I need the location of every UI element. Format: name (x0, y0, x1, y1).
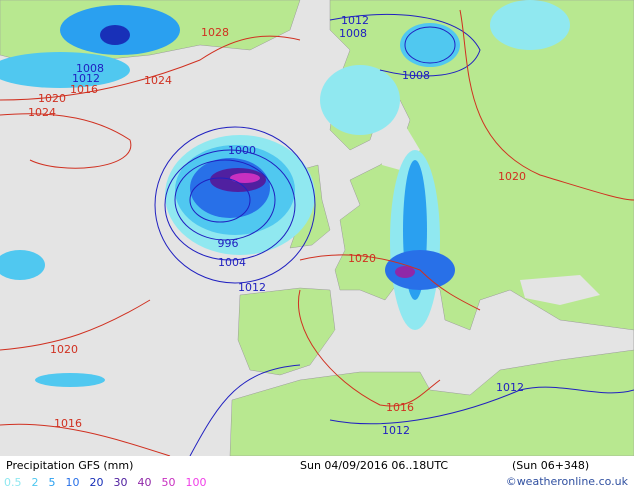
isobar-label: 1012 (496, 381, 524, 394)
isobar-label: 1016 (54, 417, 82, 430)
legend-value: 50 (162, 476, 176, 489)
isobar-label: 1024 (28, 106, 56, 119)
isobar-label: 1012 (382, 424, 410, 437)
isobar-label: 1028 (201, 26, 229, 39)
isobar-label: 1020 (348, 252, 376, 265)
isobar-label: 1024 (144, 74, 172, 87)
valid-time: Sun 04/09/2016 06..18UTC (300, 459, 448, 472)
isobar-label: 1012 (341, 14, 369, 27)
legend-value: 30 (114, 476, 128, 489)
isobar-lines (0, 9, 634, 457)
isobar-label: 1000 (228, 144, 256, 157)
isobar-label: 996 (218, 237, 239, 250)
isobar-label: 1016 (386, 401, 414, 414)
legend-value: 10 (66, 476, 80, 489)
legend-value: 100 (186, 476, 207, 489)
legend-value: 20 (90, 476, 104, 489)
credit: ©weatheronline.co.uk (506, 475, 629, 488)
legend: 0.5 2 5 10 20 30 40 50 100 (4, 476, 207, 489)
legend-value: 5 (49, 476, 56, 489)
footer (0, 456, 634, 490)
isobar-label: 1012 (72, 72, 100, 85)
isobar-label: 1020 (498, 170, 526, 183)
isobar-label: 1008 (76, 62, 104, 75)
legend-value: 0.5 (4, 476, 22, 489)
isobar-label: 1012 (238, 281, 266, 294)
isobar-label: 1004 (218, 256, 246, 269)
legend-value: 40 (138, 476, 152, 489)
isobar-label: 1020 (38, 92, 66, 105)
isobar-label: 1020 (50, 343, 78, 356)
precipitation (0, 0, 570, 387)
isobar-label: 1008 (402, 69, 430, 82)
run-time: (Sun 06+348) (512, 459, 589, 472)
isobar-label: 1016 (70, 83, 98, 96)
legend-value: 2 (32, 476, 39, 489)
footer-title: Precipitation GFS (mm) (6, 459, 133, 472)
inland-seas (320, 125, 600, 368)
isobar-label: 1008 (339, 27, 367, 40)
isobar-labels: 1028102410081012101610201024101210081008… (28, 14, 526, 437)
